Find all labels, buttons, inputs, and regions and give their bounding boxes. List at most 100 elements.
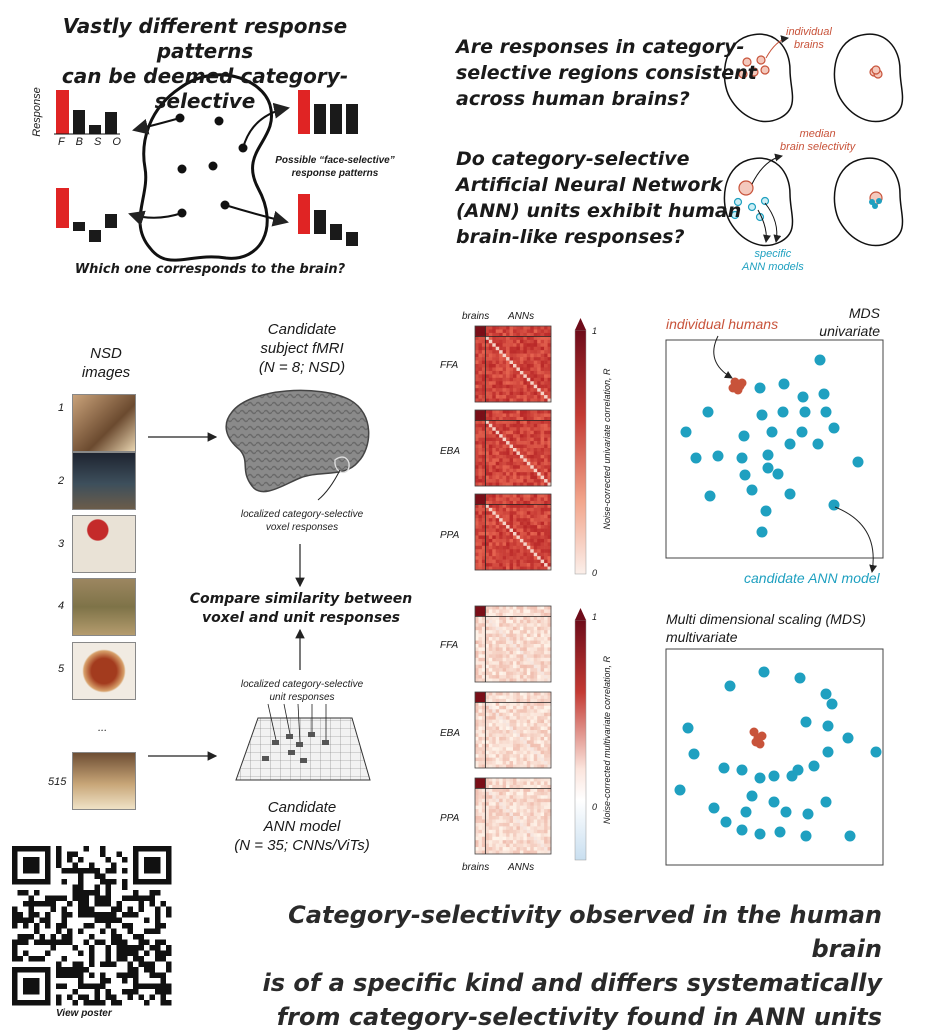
heatmap-cell (492, 458, 497, 463)
heatmap-cell (502, 339, 507, 344)
heatmap-cell (533, 441, 538, 445)
heatmap-cell (506, 661, 510, 666)
ann-point (778, 378, 790, 390)
heatmap-cell (523, 346, 528, 351)
heatmap-col-brains-bottom: brains (462, 862, 490, 873)
qr-module (138, 961, 144, 967)
heatmap-cell (492, 528, 497, 533)
heatmap-cell (499, 350, 503, 354)
heatmap-cell (547, 709, 552, 714)
heatmap-cell (492, 654, 497, 659)
heatmap-cell (485, 843, 490, 848)
heatmap-cell (481, 612, 486, 617)
heatmap-cell (537, 388, 541, 392)
heatmap-cell (530, 475, 535, 480)
heatmap-cell (481, 757, 486, 762)
heatmap-cell (499, 829, 503, 834)
heatmap-cell (499, 461, 503, 466)
heatmap-cell (485, 850, 490, 855)
heatmap-cell (485, 398, 490, 403)
heatmap-cell (509, 360, 514, 365)
heatmap-cell (509, 538, 514, 543)
heatmap-cell (492, 395, 497, 399)
heatmap-cell (485, 420, 490, 425)
heatmap-cell (475, 507, 479, 512)
heatmap-cell (509, 675, 514, 679)
heatmap-cell (509, 461, 514, 466)
heatmap-cell (530, 761, 535, 765)
heatmap-cell (502, 730, 507, 734)
qr-module (155, 972, 161, 978)
heatmap-cell (478, 360, 483, 365)
heatmap-cell (499, 326, 503, 330)
heatmap-cell (519, 668, 524, 672)
heatmap-cell (540, 630, 545, 634)
heatmap-cell (478, 357, 483, 361)
heatmap-cell (540, 822, 545, 827)
heatmap-cell (506, 461, 510, 466)
heatmap-cell (540, 360, 545, 365)
heatmap-cell (506, 545, 510, 550)
heatmap-cell (516, 461, 521, 466)
heatmap-cell (506, 357, 510, 361)
heatmap-cell (478, 465, 483, 470)
heatmap-cell (540, 381, 545, 386)
heatmap-cell (540, 709, 545, 714)
heatmap-cell (485, 461, 490, 466)
heatmap-cell (533, 812, 538, 817)
heatmap-cell (513, 430, 517, 435)
question-1: Are responses in category- selective reg… (456, 34, 757, 112)
heatmap-cell (492, 430, 497, 435)
heatmap-cell (488, 788, 493, 793)
heatmap-cell (509, 346, 514, 351)
heatmap-cell (523, 730, 528, 734)
heatmap-cell (502, 437, 507, 442)
heatmap-cell (544, 500, 548, 505)
heatmap-cell (492, 329, 497, 334)
heatmap-cell (544, 781, 548, 786)
heatmap-cell (488, 518, 493, 522)
heatmap-cell (513, 475, 517, 480)
heatmap-cell (530, 757, 535, 762)
heatmap-cell (537, 521, 541, 526)
heatmap-cell (516, 678, 521, 683)
qr-module (34, 890, 40, 896)
heatmap-cell (544, 326, 548, 330)
heatmap-cell (492, 465, 497, 470)
heatmap-cell (485, 528, 490, 533)
heatmap-cell (502, 545, 507, 550)
heatmap-cell (540, 497, 545, 502)
heatmap-cell (488, 616, 493, 621)
heatmap-cell (481, 826, 486, 831)
heatmap-cell (488, 542, 493, 547)
possible-patterns-caption: Possible “face-selective” response patte… (272, 154, 398, 180)
heatmap-cell (547, 395, 552, 399)
heatmap-cell (547, 712, 552, 717)
heatmap-cell (544, 678, 548, 683)
heatmap-cell (516, 552, 521, 557)
heatmap-cell (540, 736, 545, 741)
heatmap-cell (533, 563, 538, 567)
heatmap-cell (544, 542, 548, 547)
heatmap-cell (523, 743, 528, 748)
heatmap-cell (537, 336, 541, 341)
heatmap-cell (488, 640, 493, 645)
heatmap-cell (523, 410, 528, 414)
heatmap-cell (488, 757, 493, 762)
heatmap-cell (481, 521, 486, 526)
heatmap-cell (478, 416, 483, 421)
heatmap-cell (485, 750, 490, 755)
heatmap-cell (499, 616, 503, 621)
heatmap-cell (475, 616, 479, 621)
heatmap-cell (519, 451, 524, 456)
qr-module (122, 989, 128, 995)
heatmap-cell (537, 750, 541, 755)
heatmap-cell (499, 788, 503, 793)
heatmap-cell (506, 384, 510, 389)
qr-module (83, 901, 89, 907)
heatmap-cell (516, 733, 521, 738)
heatmap-cell (485, 791, 490, 796)
fmri-line-3: (N = 8; NSD) (258, 359, 346, 376)
ann-line-1: Candidate (267, 799, 337, 816)
heatmap-cell (547, 836, 552, 841)
